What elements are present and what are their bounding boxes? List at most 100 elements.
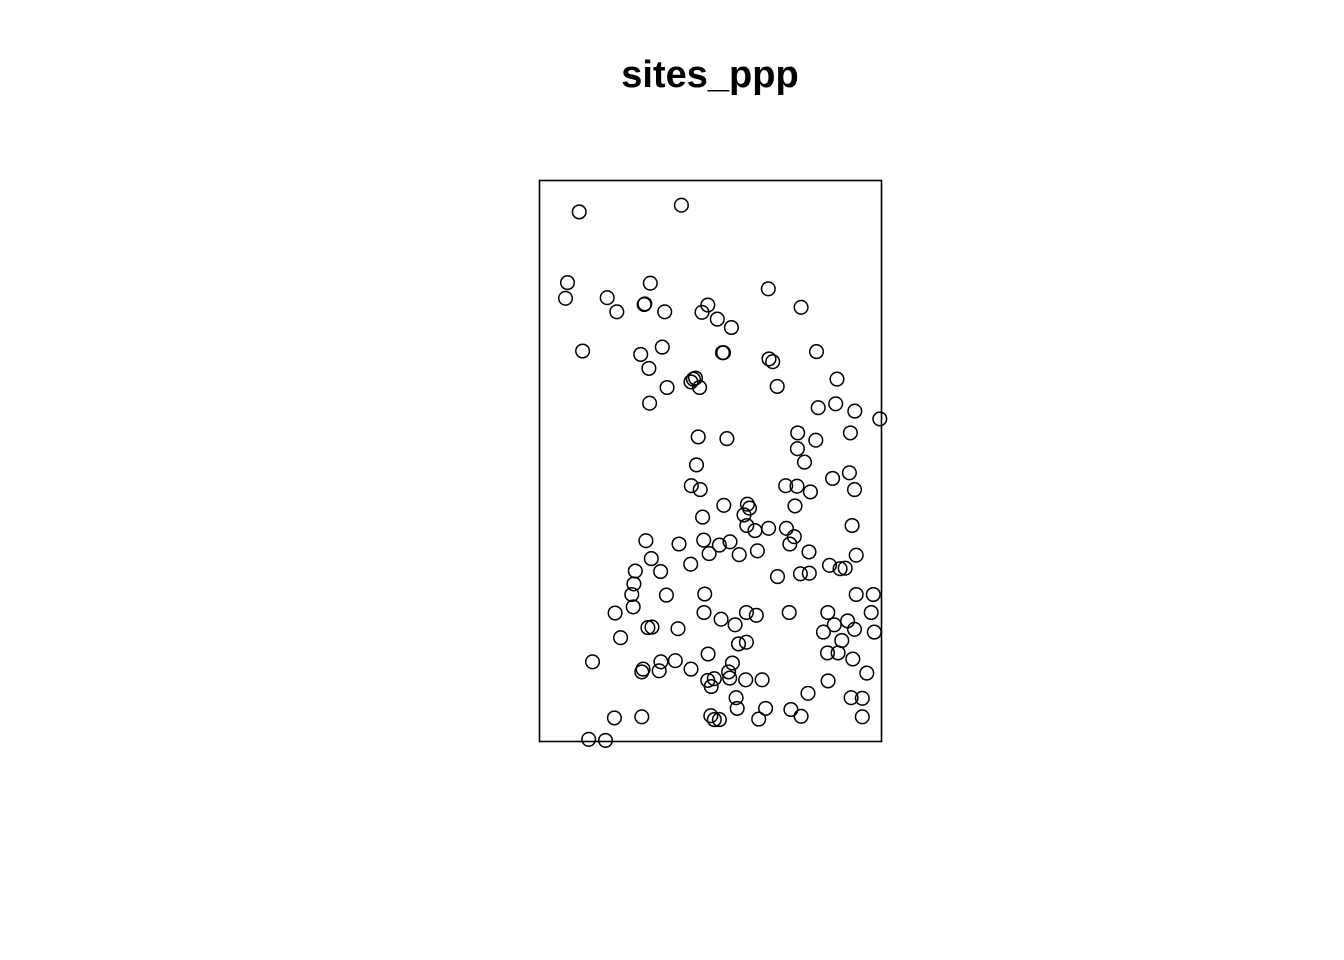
- site-point-39: [719, 431, 735, 447]
- site-point-83: [837, 560, 853, 576]
- site-point-135: [703, 678, 719, 695]
- site-point-62: [761, 520, 777, 536]
- site-point-17: [575, 343, 591, 359]
- site-point-131: [722, 670, 738, 686]
- site-point-95: [696, 604, 712, 621]
- site-point-78: [683, 556, 699, 572]
- site-point-14: [723, 319, 739, 336]
- site-point-141: [758, 700, 774, 716]
- site-point-100: [863, 604, 879, 621]
- site-point-32: [642, 395, 658, 411]
- site-point-44: [688, 457, 705, 473]
- site-point-66: [671, 536, 687, 552]
- site-point-115: [700, 646, 716, 662]
- site-point-45: [796, 454, 813, 470]
- site-point-118: [845, 651, 861, 667]
- site-point-117: [830, 645, 846, 661]
- site-point-110: [866, 624, 882, 640]
- site-point-77: [643, 551, 659, 567]
- site-point-86: [801, 565, 817, 581]
- site-point-38: [690, 429, 706, 445]
- site-point-130: [706, 671, 722, 687]
- site-point-40: [790, 425, 806, 441]
- site-point-116: [819, 645, 836, 661]
- site-point-63: [778, 520, 794, 536]
- site-point-113: [738, 634, 754, 650]
- site-point-107: [840, 613, 856, 629]
- site-point-19: [654, 339, 670, 355]
- site-point-57: [736, 507, 752, 523]
- site-point-143: [703, 708, 719, 724]
- site-point-132: [738, 672, 754, 688]
- site-point-1: [571, 204, 587, 220]
- site-point-20: [641, 360, 657, 376]
- site-point-58: [695, 509, 711, 525]
- site-point-6: [599, 290, 615, 306]
- site-point-53: [846, 482, 863, 498]
- site-point-147: [793, 708, 809, 724]
- site-point-18: [633, 346, 649, 362]
- site-point-64: [844, 517, 860, 534]
- site-point-90: [697, 586, 713, 602]
- site-point-36: [847, 403, 863, 419]
- site-point-24: [765, 354, 781, 370]
- site-point-109: [846, 621, 863, 637]
- site-point-148: [606, 710, 622, 726]
- site-point-41: [808, 432, 824, 448]
- site-point-79: [627, 563, 643, 579]
- site-point-91: [848, 586, 864, 603]
- site-point-49: [778, 478, 794, 494]
- site-point-9: [637, 296, 653, 312]
- site-point-119: [584, 654, 601, 670]
- site-point-124: [683, 661, 699, 677]
- site-point-94: [607, 605, 623, 621]
- site-point-145: [711, 712, 727, 728]
- site-point-92: [865, 586, 881, 603]
- site-point-42: [789, 441, 805, 457]
- site-point-75: [801, 544, 817, 560]
- site-point-25: [808, 344, 825, 360]
- site-point-22: [715, 345, 732, 361]
- site-point-13: [709, 311, 725, 327]
- site-point-26: [829, 371, 845, 387]
- site-point-50: [802, 484, 818, 500]
- site-point-51: [825, 470, 841, 486]
- site-point-151: [581, 731, 597, 747]
- observation-window: [538, 179, 883, 743]
- site-point-97: [748, 607, 764, 623]
- site-point-150: [854, 709, 870, 725]
- site-point-89: [658, 587, 674, 603]
- site-point-123: [651, 663, 667, 679]
- site-point-69: [711, 537, 727, 553]
- site-point-73: [731, 547, 747, 563]
- site-point-35: [828, 396, 844, 412]
- site-point-5: [642, 275, 658, 291]
- site-point-104: [644, 619, 660, 635]
- site-point-12: [694, 304, 710, 320]
- site-point-106: [826, 617, 842, 633]
- site-point-112: [730, 636, 747, 652]
- site-point-105: [670, 621, 686, 637]
- site-point-37: [872, 411, 888, 427]
- site-point-126: [721, 664, 737, 680]
- site-point-121: [667, 653, 683, 669]
- site-point-111: [613, 630, 629, 646]
- site-point-74: [749, 543, 765, 559]
- site-point-80: [653, 563, 669, 580]
- site-point-99: [820, 604, 836, 621]
- site-point-139: [854, 690, 870, 706]
- site-point-34: [810, 400, 826, 416]
- site-point-87: [792, 566, 808, 582]
- site-point-70: [786, 529, 802, 545]
- site-point-23: [761, 351, 777, 367]
- site-point-4: [557, 290, 574, 306]
- site-point-138: [843, 690, 859, 706]
- chart-title: sites_ppp: [621, 54, 799, 96]
- site-point-127: [634, 664, 650, 680]
- site-point-85: [769, 569, 786, 585]
- site-point-2: [673, 197, 689, 213]
- site-point-142: [783, 701, 799, 718]
- site-point-84: [626, 576, 642, 592]
- site-point-102: [727, 617, 743, 633]
